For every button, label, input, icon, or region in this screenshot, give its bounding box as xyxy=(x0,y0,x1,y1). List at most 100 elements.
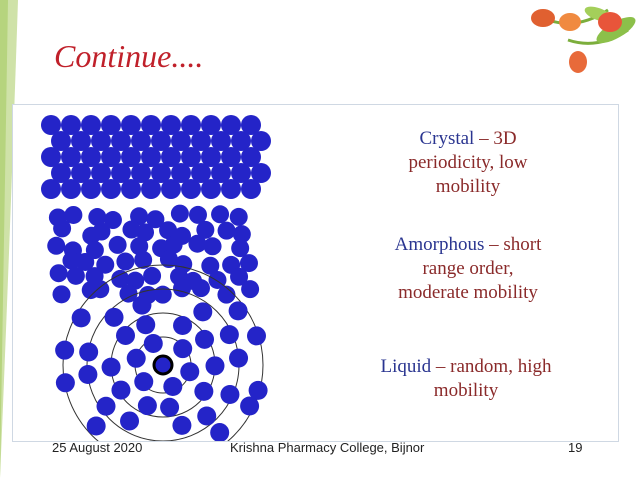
amorphous-particle xyxy=(66,266,85,285)
amorphous-particle xyxy=(52,285,71,304)
liquid-particle xyxy=(132,295,152,315)
slide-title: Continue.... xyxy=(54,38,204,74)
amorphous-particle xyxy=(217,285,236,304)
footer-date: 25 August 2020 xyxy=(52,440,143,455)
crystal-particle xyxy=(231,131,251,151)
reference-particle xyxy=(152,354,174,376)
amorphous-particle xyxy=(103,211,122,230)
liquid-particle xyxy=(195,329,215,349)
amorphous-particle xyxy=(47,236,66,255)
crystal-particle xyxy=(91,163,111,183)
amorphous-particle xyxy=(116,252,135,271)
liquid-particle xyxy=(137,396,157,416)
liquid-particle xyxy=(120,411,140,431)
amorphous-particle xyxy=(170,204,189,223)
liquid-particle xyxy=(193,302,213,322)
crystal-particle xyxy=(181,147,201,167)
crystal-particle xyxy=(211,131,231,151)
crystal-particle xyxy=(201,179,221,199)
crystal-particle xyxy=(231,163,251,183)
crystal-particle xyxy=(191,163,211,183)
liquid-particle xyxy=(228,301,248,321)
footer-college: Krishna Pharmacy College, Bijnor xyxy=(230,440,425,455)
amorphous-particle xyxy=(153,285,172,304)
crystal-particle xyxy=(101,115,121,135)
amorphous-particle xyxy=(76,252,95,271)
amorphous-particle xyxy=(203,237,222,256)
crystal-particle xyxy=(121,115,141,135)
liquid-particle xyxy=(173,339,193,359)
amorphous-particle xyxy=(173,279,192,298)
liquid-particle xyxy=(104,307,124,327)
crystal-particle xyxy=(41,179,61,199)
liquid-particle xyxy=(229,348,249,368)
crystal-particle xyxy=(81,147,101,167)
amorphous-particle xyxy=(230,267,249,286)
crystal-particle xyxy=(121,147,141,167)
liquid-particle xyxy=(101,357,121,377)
crystal-particle xyxy=(121,179,141,199)
liquid-particle xyxy=(248,380,268,400)
crystal-particle xyxy=(251,163,271,183)
crystal-particle xyxy=(81,115,101,135)
liquid-particle xyxy=(246,326,266,346)
liquid-particle xyxy=(194,381,214,401)
crystal-particle xyxy=(201,147,221,167)
crystal-particle xyxy=(151,163,171,183)
amorphous-particle xyxy=(96,255,115,274)
crystal-particle xyxy=(151,131,171,151)
amorphous-particle xyxy=(64,205,83,224)
crystal-particle xyxy=(61,115,81,135)
amorphous-particle xyxy=(229,207,248,226)
liquid-particle xyxy=(55,340,75,360)
caption-crystal: Crystal – 3D periodicity, low mobility xyxy=(408,128,528,197)
liquid-particle xyxy=(160,397,180,417)
amorphous-particle xyxy=(130,207,149,226)
crystal-particle xyxy=(101,147,121,167)
liquid-particle xyxy=(172,415,192,435)
states-of-matter-figure: Crystal – 3D periodicity, low mobility A… xyxy=(12,104,619,442)
liquid-particle xyxy=(136,315,156,335)
crystal-particle xyxy=(141,147,161,167)
term-crystal: Crystal xyxy=(419,128,475,149)
amorphous-particle xyxy=(111,269,130,288)
crystal-particle xyxy=(41,115,61,135)
crystal-particle xyxy=(91,131,111,151)
crystal-particle xyxy=(241,115,261,135)
crystal-particle xyxy=(51,131,71,151)
liquid-particle xyxy=(134,372,154,392)
amorphous-particle xyxy=(164,235,183,254)
amorphous-particle xyxy=(62,251,81,270)
amorphous-particle xyxy=(201,256,220,275)
crystal-particle xyxy=(71,163,91,183)
crystal-particle xyxy=(181,179,201,199)
amorphous-particle xyxy=(231,239,250,258)
crystal-particle xyxy=(111,131,131,151)
crystal-particle xyxy=(221,147,241,167)
crystal-particle xyxy=(61,147,81,167)
crystal-particle xyxy=(161,179,181,199)
liquid-particle xyxy=(180,362,200,382)
amorphous-particle xyxy=(92,222,111,241)
liquid-particle xyxy=(210,423,230,441)
liquid-particle xyxy=(79,342,99,362)
crystal-particle xyxy=(131,163,151,183)
liquid-particle xyxy=(71,308,91,328)
amorphous-particle xyxy=(159,221,178,240)
crystal-particle xyxy=(181,115,201,135)
amorphous-particle xyxy=(49,264,68,283)
crystal-particle xyxy=(131,131,151,151)
liquid-particle xyxy=(111,380,131,400)
amorphous-particle xyxy=(91,280,110,299)
amorphous-particle xyxy=(53,219,72,238)
amorphous-particle xyxy=(108,235,127,254)
amorphous-particle xyxy=(217,221,236,240)
amorphous-particle xyxy=(136,223,155,242)
liquid-particle xyxy=(143,333,163,353)
footer-page-number: 19 xyxy=(568,440,583,455)
crystal-particle xyxy=(51,163,71,183)
liquid-particle xyxy=(220,385,240,405)
particle-diagram xyxy=(41,115,271,441)
term-liquid: Liquid xyxy=(380,356,432,377)
amorphous-particle xyxy=(232,225,251,244)
